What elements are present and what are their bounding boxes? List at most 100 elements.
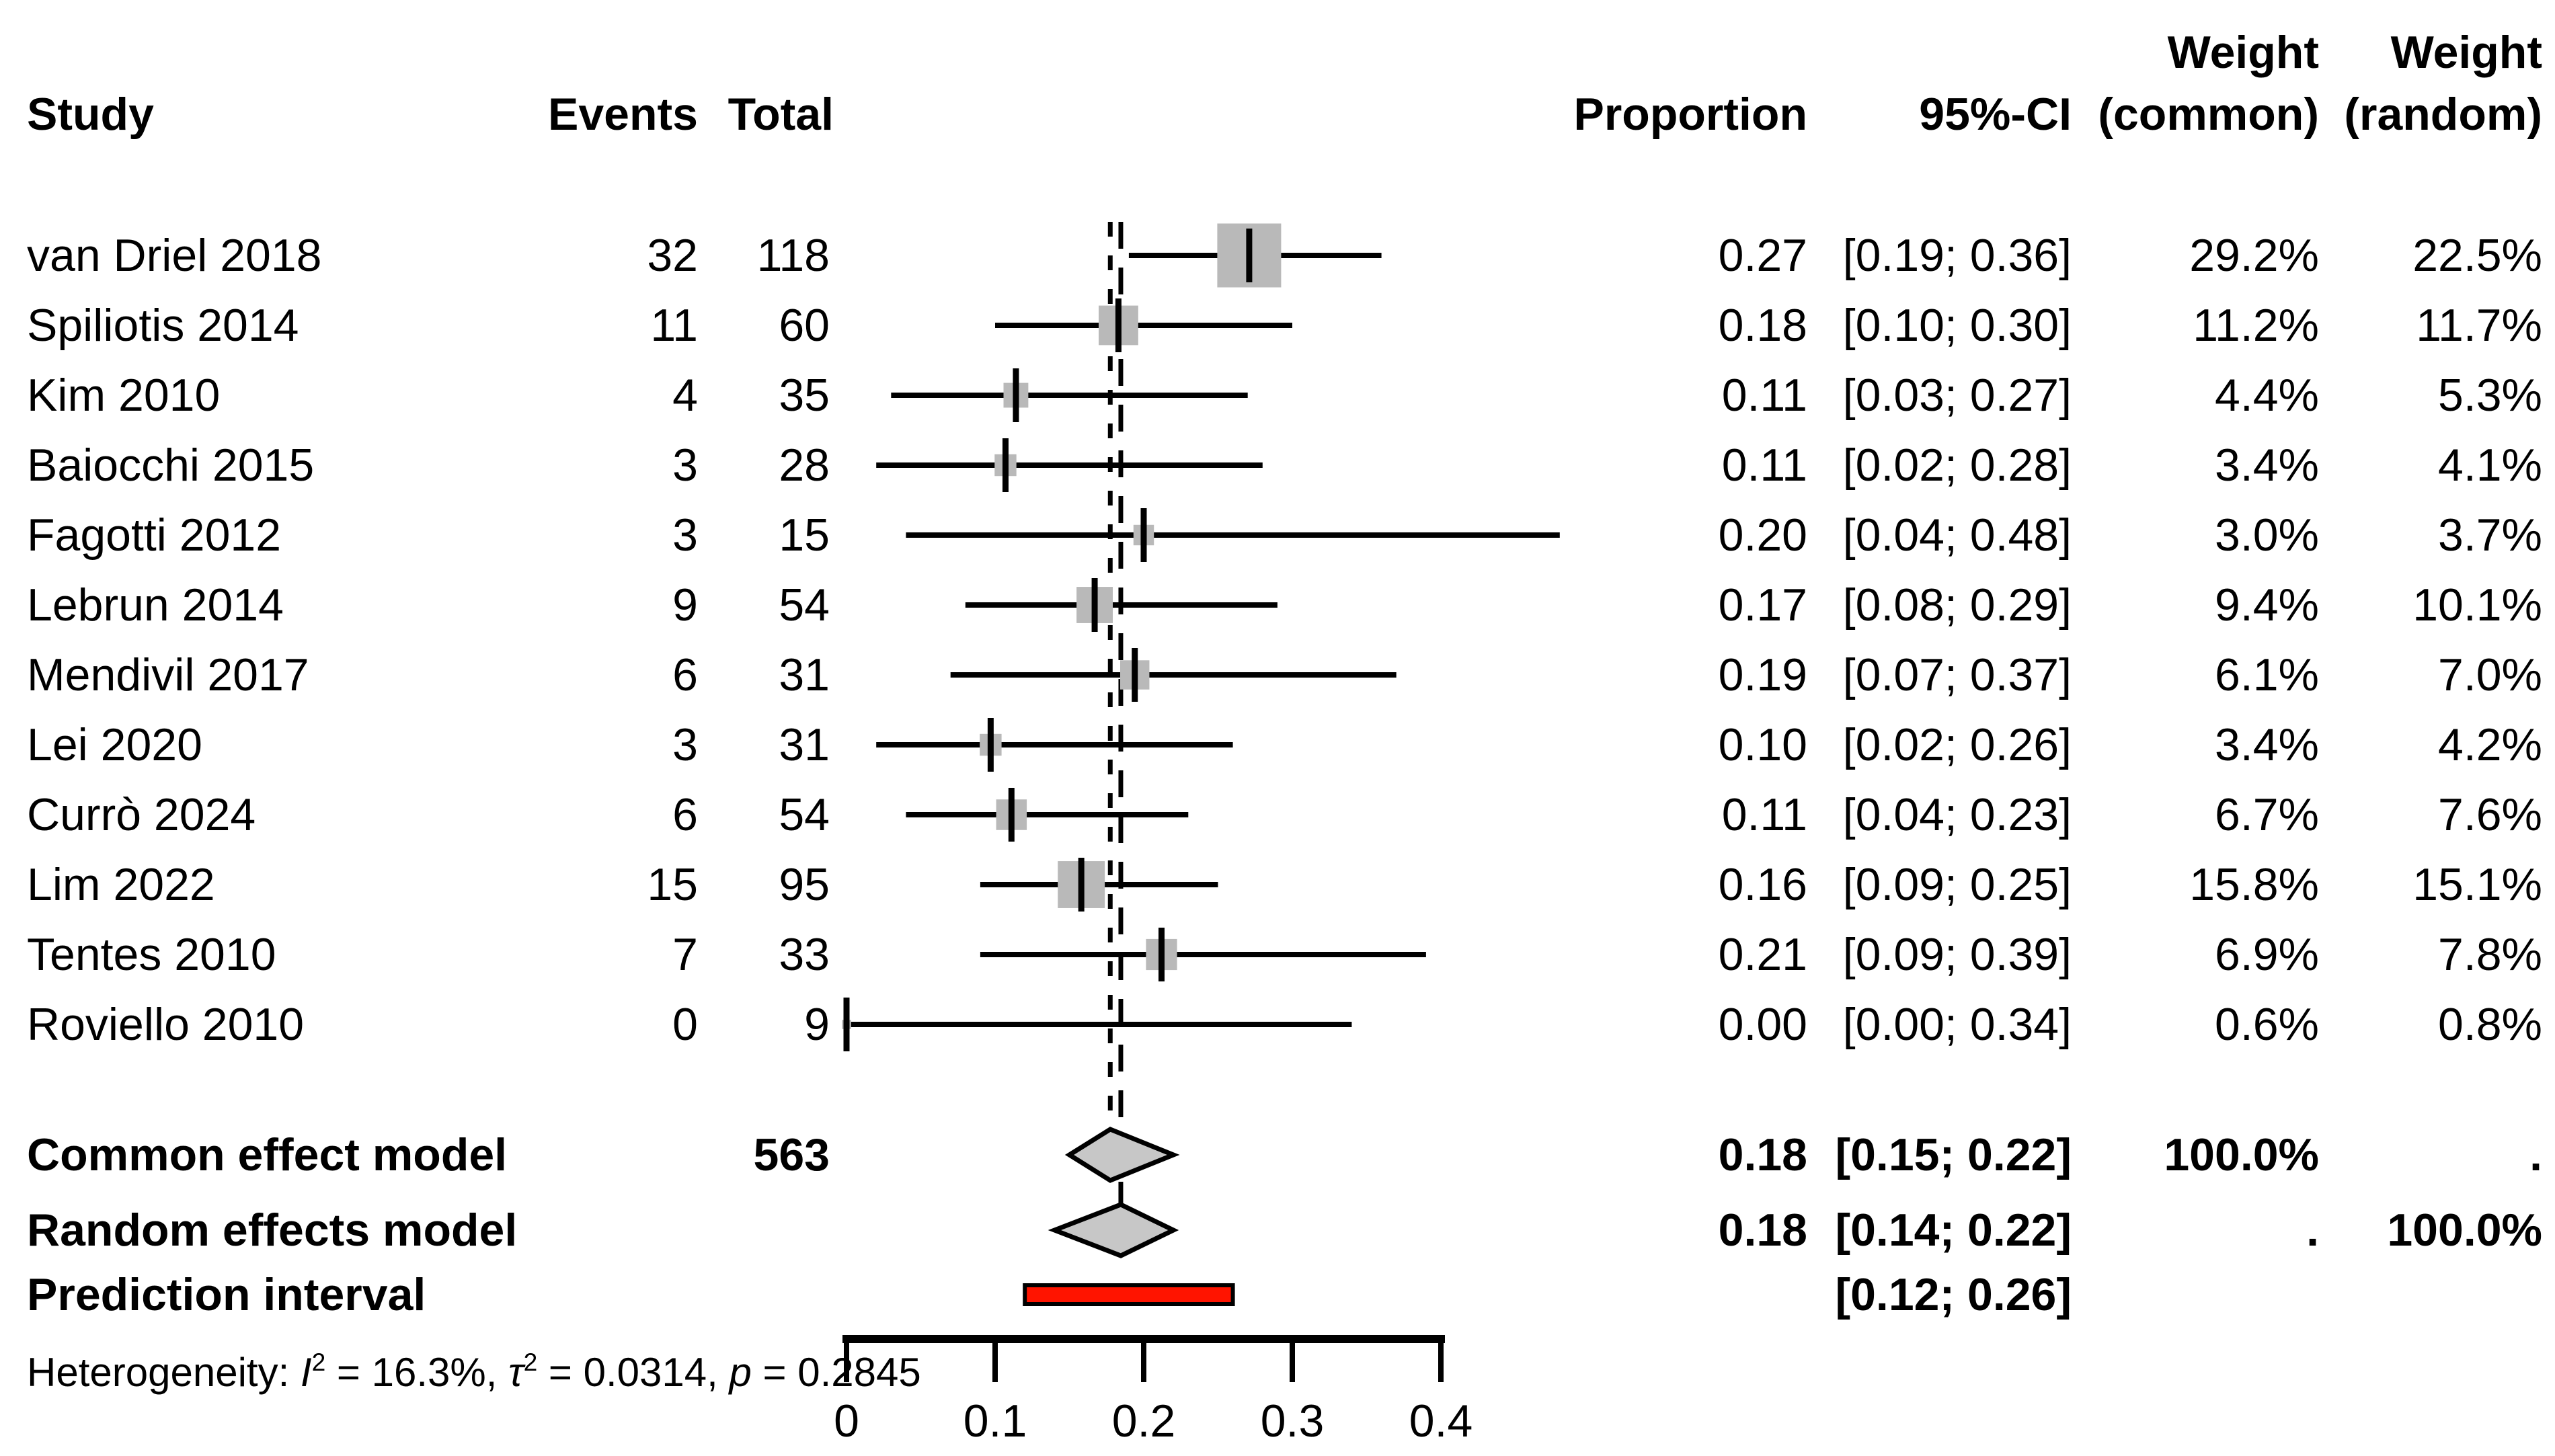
ci-value: [0.04; 0.23]: [1842, 789, 2072, 840]
events-value: 3: [672, 719, 698, 770]
proportion-value: 0.11: [1721, 789, 1807, 840]
events-value: 32: [647, 230, 698, 281]
events-value: 9: [672, 579, 698, 631]
ci-value: [0.08; 0.29]: [1842, 579, 2072, 631]
col-header-total: Total: [728, 89, 834, 140]
total-value: 31: [779, 649, 830, 700]
summary-weight-common-value: 100.0%: [2164, 1129, 2319, 1180]
summary-ci-value: [0.14; 0.22]: [1835, 1205, 2072, 1256]
proportion-value: 0.11: [1721, 440, 1807, 491]
prediction-interval-ci-value: [0.12; 0.26]: [1835, 1269, 2072, 1320]
total-value: 118: [756, 230, 830, 281]
ci-value: [0.07; 0.37]: [1842, 649, 2072, 700]
study-label: Fagotti 2012: [27, 510, 282, 561]
col-header-events: Events: [548, 89, 698, 140]
summary-weight-random-value: 100.0%: [2387, 1205, 2542, 1256]
col-header-proportion: Proportion: [1573, 89, 1807, 140]
weight-common-value: 6.1%: [2215, 649, 2319, 700]
weight-common-value: 11.2%: [2193, 300, 2319, 351]
heterogeneity-text-part: p: [729, 1350, 752, 1395]
heterogeneity-text-part: Heterogeneity:: [27, 1350, 301, 1395]
summary-ci-value: [0.15; 0.22]: [1835, 1129, 2072, 1180]
weight-common-value: 3.4%: [2215, 719, 2319, 770]
heterogeneity-text-part: = 16.3%,: [325, 1350, 509, 1395]
weight-common-value: 15.8%: [2189, 859, 2319, 910]
weight-common-value: 4.4%: [2215, 370, 2319, 421]
heterogeneity-text-part: τ: [508, 1350, 524, 1395]
ci-value: [0.09; 0.39]: [1842, 929, 2072, 980]
col-header-weight-random-top: Weight: [2390, 27, 2542, 78]
heterogeneity-text: Heterogeneity: I2 = 16.3%, τ2 = 0.0314, …: [27, 1339, 921, 1406]
heterogeneity-text-part: I: [300, 1350, 312, 1395]
weight-common-value: 3.4%: [2215, 440, 2319, 491]
weight-random-value: 7.8%: [2438, 929, 2542, 980]
prediction-interval-bar: [1023, 1283, 1235, 1306]
heterogeneity-text-part: = 0.0314,: [537, 1350, 730, 1395]
proportion-value: 0.17: [1718, 579, 1807, 631]
weight-common-value: 9.4%: [2215, 579, 2319, 631]
weight-common-value: 6.7%: [2215, 789, 2319, 840]
ci-value: [0.09; 0.25]: [1842, 859, 2072, 910]
proportion-value: 0.27: [1718, 230, 1807, 281]
weight-common-value: 6.9%: [2215, 929, 2319, 980]
total-value: 60: [779, 300, 830, 351]
col-header-weight-random: (random): [2344, 89, 2542, 140]
study-label: Lei 2020: [27, 719, 202, 770]
col-header-weight-common: (common): [2098, 89, 2319, 140]
summary-total-value: 563: [753, 1129, 830, 1180]
col-header-weight-common-top: Weight: [2167, 27, 2319, 78]
summary-label: Random effects model: [27, 1205, 518, 1256]
proportion-value: 0.00: [1718, 999, 1807, 1050]
weight-common-value: 29.2%: [2189, 230, 2319, 281]
events-value: 15: [647, 859, 698, 910]
study-label: Spiliotis 2014: [27, 300, 299, 351]
heterogeneity-text-part: 2: [311, 1348, 326, 1377]
ci-value: [0.19; 0.36]: [1842, 230, 2072, 281]
study-label: Baiocchi 2015: [27, 440, 315, 491]
total-value: 33: [779, 929, 830, 980]
events-value: 11: [650, 300, 698, 351]
events-value: 7: [672, 929, 698, 980]
events-value: 4: [672, 370, 698, 421]
weight-random-value: 4.1%: [2438, 440, 2542, 491]
col-header-study: Study: [27, 89, 154, 140]
events-value: 3: [672, 440, 698, 491]
weight-random-value: 3.7%: [2438, 510, 2542, 561]
col-header-ci: 95%-CI: [1919, 89, 2072, 140]
proportion-value: 0.11: [1721, 370, 1807, 421]
weight-random-value: 0.8%: [2438, 999, 2542, 1050]
total-value: 28: [779, 440, 830, 491]
weight-random-value: 10.1%: [2412, 579, 2542, 631]
total-value: 31: [779, 719, 830, 770]
proportion-value: 0.20: [1718, 510, 1807, 561]
total-value: 54: [779, 789, 830, 840]
total-value: 35: [779, 370, 830, 421]
axis-tick-label: 0.4: [1409, 1396, 1473, 1447]
weight-random-value: 7.6%: [2438, 789, 2542, 840]
events-value: 6: [672, 649, 698, 700]
study-label: Kim 2010: [27, 370, 221, 421]
axis-tick-label: 0.3: [1261, 1396, 1325, 1447]
heterogeneity-text-part: = 0.2845: [751, 1350, 921, 1395]
weight-common-value: 3.0%: [2215, 510, 2319, 561]
study-label: Tentes 2010: [27, 929, 276, 980]
study-label: van Driel 2018: [27, 230, 322, 281]
axis-tick-label: 0: [834, 1396, 859, 1447]
weight-common-value: 0.6%: [2215, 999, 2319, 1050]
events-value: 0: [672, 999, 698, 1050]
heterogeneity-text-part: 2: [523, 1348, 538, 1377]
proportion-value: 0.19: [1718, 649, 1807, 700]
proportion-value: 0.21: [1718, 929, 1807, 980]
axis-tick-label: 0.2: [1112, 1396, 1176, 1447]
summary-diamond: [1064, 1127, 1180, 1183]
total-value: 9: [804, 999, 830, 1050]
proportion-value: 0.10: [1718, 719, 1807, 770]
study-label: Lim 2022: [27, 859, 215, 910]
summary-label: Common effect model: [27, 1129, 508, 1180]
weight-random-value: 22.5%: [2412, 230, 2542, 281]
total-value: 15: [779, 510, 830, 561]
ci-value: [0.02; 0.28]: [1842, 440, 2072, 491]
study-label: Roviello 2010: [27, 999, 305, 1050]
